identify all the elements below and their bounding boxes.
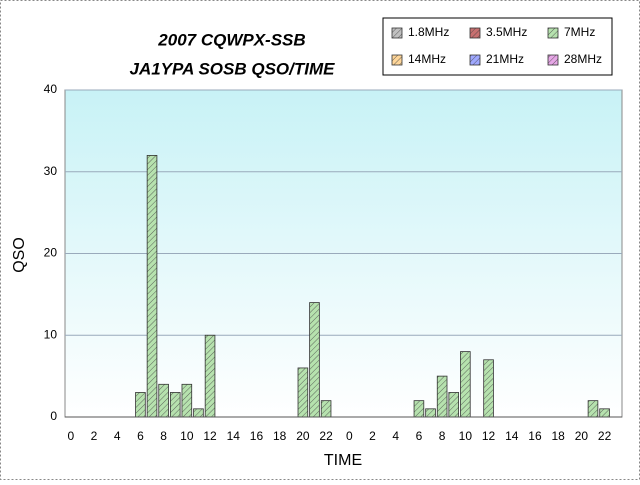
x-tick-label: 22	[598, 429, 612, 443]
bar	[448, 392, 460, 418]
x-tick-label: 6	[416, 429, 423, 443]
x-tick-label: 12	[203, 429, 217, 443]
x-tick-label: 2	[369, 429, 376, 443]
legend-label: 1.8MHz	[408, 25, 449, 39]
x-tick-label: 8	[160, 429, 167, 443]
y-tick-label: 40	[44, 82, 58, 96]
legend-swatch	[469, 54, 481, 66]
bar	[599, 408, 610, 418]
x-tick-label: 16	[250, 429, 264, 443]
x-tick-label: 20	[296, 429, 310, 443]
legend-label: 21MHz	[486, 52, 524, 66]
x-tick-label: 14	[227, 429, 241, 443]
bar	[436, 375, 448, 418]
y-tick-label: 30	[44, 164, 58, 178]
bar	[169, 392, 181, 418]
x-tick-label: 18	[551, 429, 565, 443]
legend-swatch	[547, 54, 559, 66]
x-tick-label: 4	[392, 429, 399, 443]
bar	[181, 383, 193, 418]
legend-swatch	[391, 54, 403, 66]
x-tick-label: 14	[505, 429, 519, 443]
legend-box	[382, 17, 613, 76]
x-tick-label: 2	[91, 429, 98, 443]
bar	[158, 383, 169, 418]
bar	[413, 400, 425, 418]
x-tick-label: 10	[180, 429, 194, 443]
chart-subtitle: JA1YPA SOSB QSO/TIME	[130, 59, 336, 78]
x-tick-label: 0	[67, 429, 74, 443]
y-tick-label: 0	[50, 409, 57, 423]
bar	[460, 351, 471, 418]
y-tick-label: 20	[44, 246, 58, 260]
x-tick-label: 10	[459, 429, 473, 443]
bar	[204, 334, 216, 418]
x-tick-label: 0	[346, 429, 353, 443]
bar	[297, 367, 309, 418]
legend-swatch	[391, 27, 403, 39]
bar	[483, 359, 494, 418]
bar	[320, 400, 332, 418]
bar	[193, 408, 204, 418]
x-tick-label: 6	[137, 429, 144, 443]
x-tick-label: 8	[439, 429, 446, 443]
bar	[425, 408, 436, 418]
legend-label: 7MHz	[564, 25, 595, 39]
x-tick-label: 12	[482, 429, 496, 443]
bar	[309, 302, 320, 418]
y-axis-title: QSO	[11, 237, 28, 273]
x-tick-label: 4	[114, 429, 121, 443]
x-tick-label: 22	[319, 429, 333, 443]
y-tick-label: 10	[44, 327, 58, 341]
legend-label: 3.5MHz	[486, 25, 527, 39]
x-tick-label: 20	[575, 429, 589, 443]
legend-swatch	[469, 27, 481, 39]
legend-label: 28MHz	[564, 52, 602, 66]
bar	[146, 154, 158, 418]
x-axis-title: TIME	[324, 452, 362, 469]
x-tick-label: 18	[273, 429, 287, 443]
x-tick-label: 16	[528, 429, 542, 443]
legend-label: 14MHz	[408, 52, 446, 66]
legend-swatch	[547, 27, 559, 39]
bar	[587, 400, 599, 418]
chart-title: 2007 CQWPX-SSB	[157, 30, 305, 49]
bar	[135, 392, 146, 418]
